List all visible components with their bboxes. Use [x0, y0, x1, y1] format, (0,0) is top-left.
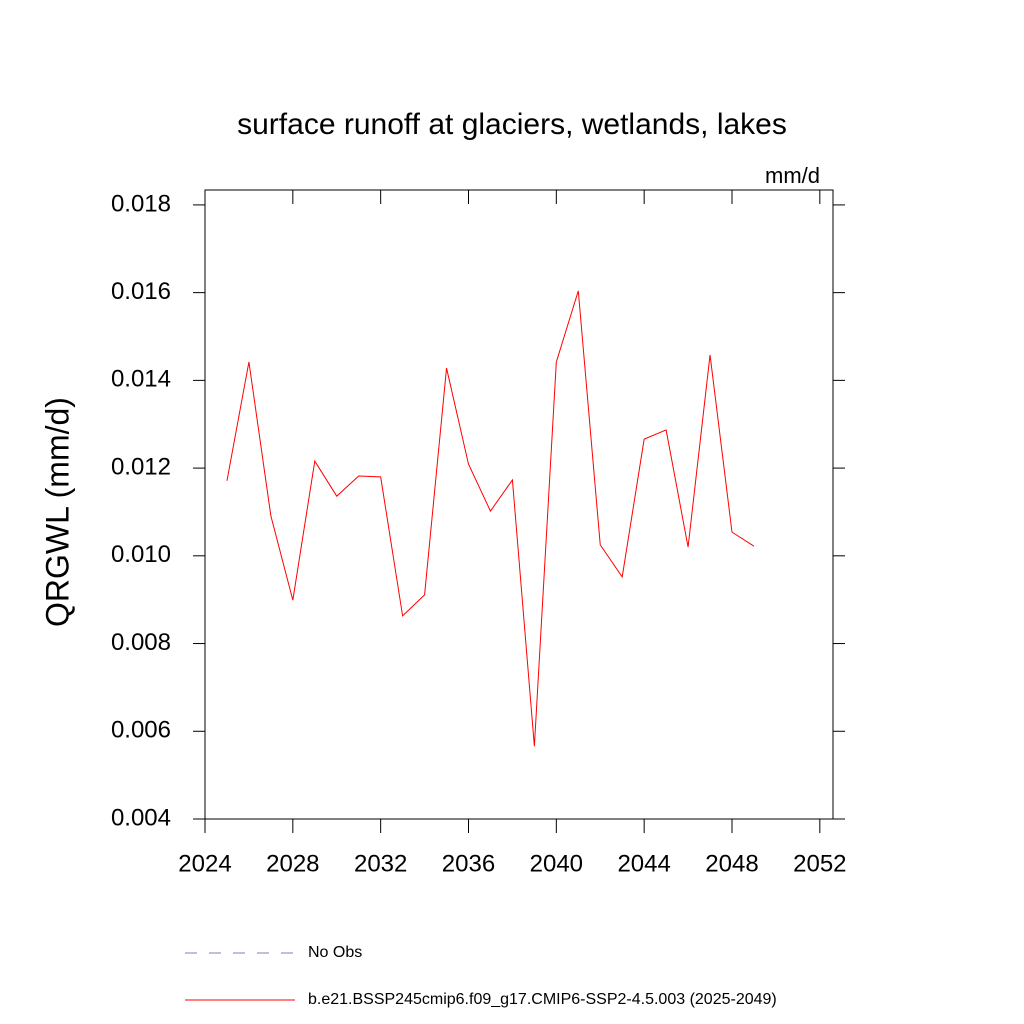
x-tick-label: 2044	[617, 850, 670, 877]
y-tick-label: 0.016	[111, 278, 171, 305]
x-tick-label: 2040	[530, 850, 583, 877]
x-tick-label: 2036	[442, 850, 495, 877]
legend-label: b.e21.BSSP245cmip6.f09_g17.CMIP6-SSP2-4.…	[308, 991, 777, 1008]
chart-title: surface runoff at glaciers, wetlands, la…	[237, 108, 787, 141]
y-tick-label: 0.018	[111, 190, 171, 217]
x-tick-label: 2028	[266, 850, 319, 877]
x-tick-label: 2052	[793, 850, 846, 877]
y-tick-label: 0.014	[111, 366, 171, 393]
y-tick-label: 0.008	[111, 629, 171, 656]
y-tick-label: 0.004	[111, 804, 171, 831]
y-tick-label: 0.010	[111, 541, 171, 568]
x-tick-label: 2024	[178, 850, 231, 877]
units: mm/d	[765, 163, 820, 188]
x-tick-label: 2048	[705, 850, 758, 877]
series-line	[226, 290, 755, 747]
legend-label: No Obs	[308, 944, 362, 961]
y-axis-label: QRGWL (mm/d)	[39, 397, 75, 627]
y-tick-label: 0.006	[111, 717, 171, 744]
plot-frame	[204, 189, 834, 820]
y-tick-label: 0.012	[111, 453, 171, 480]
x-tick-label: 2032	[354, 850, 407, 877]
